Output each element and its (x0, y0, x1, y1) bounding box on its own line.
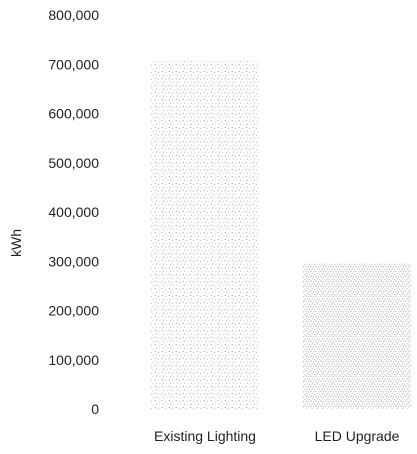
y-tick-label: 0 (91, 401, 99, 417)
y-tick-label: 300,000 (48, 253, 99, 269)
y-axis-title: kWh (8, 229, 24, 257)
y-tick-label: 800,000 (48, 7, 99, 23)
y-tick-label: 100,000 (48, 352, 99, 368)
y-tick-label: 200,000 (48, 303, 99, 319)
y-axis-ticks: 0 100,000 200,000 300,000 400,000 500,000 600,… (48, 7, 99, 417)
y-tick-label: 500,000 (48, 155, 99, 171)
x-category-label: LED Upgrade (315, 428, 400, 444)
bar-existing-lighting (151, 60, 259, 410)
bar-led-upgrade (303, 263, 411, 409)
y-tick-label: 400,000 (48, 204, 99, 220)
y-tick-label: 600,000 (48, 106, 99, 122)
y-tick-label: 700,000 (48, 56, 99, 72)
x-axis-labels: Existing Lighting LED Upgrade (154, 428, 400, 444)
x-category-label: Existing Lighting (154, 428, 256, 444)
bars (151, 60, 411, 410)
